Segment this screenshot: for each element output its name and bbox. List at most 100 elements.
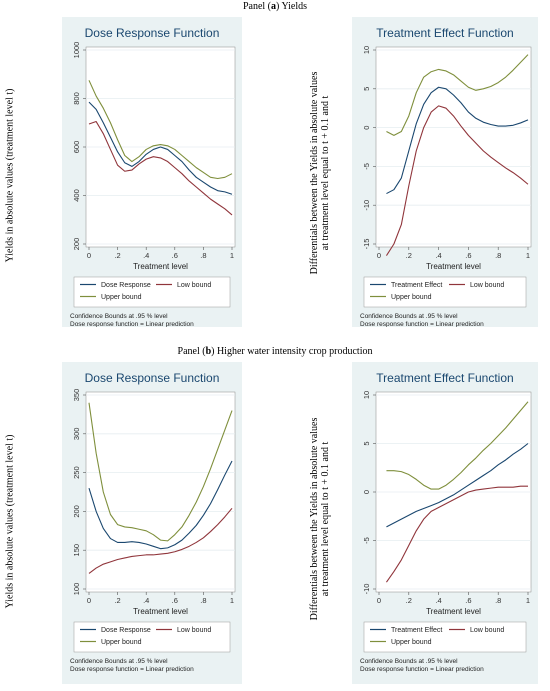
x-tick-label: .6 bbox=[465, 251, 471, 260]
y-tick-label: -10 bbox=[362, 200, 371, 211]
y-tick-label: 5 bbox=[362, 441, 371, 445]
chart-title: Dose Response Function bbox=[85, 26, 220, 40]
series-line-upper-bound bbox=[386, 54, 529, 136]
y-tick-label: -10 bbox=[362, 584, 371, 595]
series-line-main bbox=[386, 443, 529, 528]
y-tick-label: 1000 bbox=[72, 42, 81, 59]
plot-area bbox=[375, 46, 532, 248]
x-tick-label: .4 bbox=[435, 251, 441, 260]
chart-note: Dose response function = Linear predicti… bbox=[70, 666, 194, 673]
panel-a-dose-ylabel: Yields in absolute values (treatment lev… bbox=[5, 66, 16, 286]
x-tick-label: .4 bbox=[143, 596, 149, 605]
panel-a-prefix: Panel ( bbox=[242, 1, 272, 12]
panel-b-prefix: Panel ( bbox=[177, 346, 206, 357]
panel-b-te-ylabel-line2: at treatment level equal to t + 0.1 and … bbox=[320, 441, 331, 597]
chart-svg: Treatment Effect Function -15 -10 -5 0 5 10 0 .2… bbox=[360, 26, 532, 327]
x-tick-label: .8 bbox=[200, 596, 206, 605]
x-axis-title: Treatment level bbox=[426, 607, 481, 616]
x-tick-label: .6 bbox=[465, 596, 471, 605]
chart-note: Dose response function = Linear predicti… bbox=[360, 666, 484, 673]
x-axis-title: Treatment level bbox=[133, 607, 188, 616]
series-line-low-bound bbox=[88, 507, 233, 574]
legend-label-upper-bound: Upper bound bbox=[391, 639, 432, 646]
y-tick-label: 150 bbox=[72, 544, 81, 557]
y-tick-label: 200 bbox=[72, 505, 81, 518]
series-line-main bbox=[88, 460, 233, 550]
panel-a-te-ylabel-line2: at treatment level equal to t + 0.1 and … bbox=[320, 95, 331, 251]
legend-box bbox=[73, 276, 231, 308]
chart-svg: Dose Response Function 100 150 200 250 300 350… bbox=[70, 371, 236, 673]
y-tick-label: 0 bbox=[362, 490, 371, 494]
series-line-main bbox=[386, 86, 529, 195]
x-tick-label: 1 bbox=[230, 251, 234, 260]
y-tick-label: -5 bbox=[362, 537, 371, 544]
legend-label-main: Dose Response bbox=[101, 627, 151, 634]
chart-note: Confidence Bounds at .95 % level bbox=[360, 658, 458, 665]
x-tick-label: 1 bbox=[526, 251, 530, 260]
panel-a-title: Panel (a) Yields bbox=[0, 1, 550, 12]
panel-b-dose-ylabel-text: Yields in absolute values (treatment lev… bbox=[4, 434, 16, 609]
legend-label-upper-bound: Upper bound bbox=[391, 294, 432, 301]
legend-label-main: Treatment Effect bbox=[391, 627, 442, 634]
y-tick-label: 250 bbox=[72, 466, 81, 479]
panel-a-suffix: ) Yields bbox=[276, 1, 308, 12]
x-tick-label: .2 bbox=[114, 251, 120, 260]
legend-label-upper-bound: Upper bound bbox=[101, 639, 142, 646]
legend-label-low-bound: Low bound bbox=[470, 282, 504, 289]
panel-a-dose-ylabel-text: Yields in absolute values (treatment lev… bbox=[4, 88, 16, 263]
panel-b-te-ylabel-line1: Differentials between the Yields in abso… bbox=[309, 417, 320, 621]
series-line-low-bound bbox=[88, 120, 233, 216]
x-tick-label: .4 bbox=[435, 596, 441, 605]
y-tick-label: 200 bbox=[72, 238, 81, 251]
x-tick-label: .4 bbox=[143, 251, 149, 260]
panel-b-suffix: ) Higher water intensity crop production bbox=[211, 346, 373, 357]
chart-note: Confidence Bounds at .95 % level bbox=[70, 313, 168, 320]
chart-b-treatment-effect: Treatment Effect Function -10 -5 0 5 10 0 .2 .4.… bbox=[352, 362, 538, 684]
x-tick-label: .2 bbox=[406, 251, 412, 260]
series-line-upper-bound bbox=[386, 401, 529, 490]
series-line-upper-bound bbox=[88, 80, 233, 180]
legend-box bbox=[363, 621, 527, 653]
legend-label-low-bound: Low bound bbox=[470, 627, 504, 634]
legend-label-main: Treatment Effect bbox=[391, 282, 442, 289]
y-tick-label: -5 bbox=[362, 163, 371, 170]
x-tick-label: 1 bbox=[526, 596, 530, 605]
legend-box bbox=[363, 276, 527, 308]
x-tick-label: .8 bbox=[495, 596, 501, 605]
series-line-low-bound bbox=[385, 105, 529, 256]
y-tick-label: 10 bbox=[362, 391, 371, 399]
y-tick-label: -15 bbox=[362, 239, 371, 250]
x-tick-label: 0 bbox=[377, 596, 381, 605]
panel-b-title: Panel (b) Higher water intensity crop pr… bbox=[0, 346, 550, 357]
legend-label-main: Dose Response bbox=[101, 282, 151, 289]
panel-a-letter: a bbox=[271, 1, 277, 12]
x-tick-label: 0 bbox=[87, 596, 91, 605]
y-tick-label: 300 bbox=[72, 428, 81, 441]
panel-b-te-ylabel: Differentials between the Yields in abso… bbox=[309, 399, 331, 639]
y-tick-label: 100 bbox=[72, 583, 81, 596]
chart-title: Dose Response Function bbox=[85, 371, 220, 385]
chart-b-dose-response: Dose Response Function 100 150 200 250 300 350… bbox=[62, 362, 242, 684]
x-axis-title: Treatment level bbox=[133, 262, 188, 271]
x-tick-label: .6 bbox=[172, 596, 178, 605]
y-tick-label: 600 bbox=[72, 141, 81, 154]
chart-note: Confidence Bounds at .95 % level bbox=[70, 658, 168, 665]
panel-a-te-ylabel: Differentials between the Yields in abso… bbox=[309, 53, 331, 293]
chart-svg: Dose Response Function 200 400 600 800 1000 0.… bbox=[70, 26, 236, 327]
y-tick-label: 10 bbox=[362, 46, 371, 54]
x-axis-title: Treatment level bbox=[426, 262, 481, 271]
chart-note: Dose response function = Linear predicti… bbox=[70, 321, 194, 327]
plot-area bbox=[85, 391, 236, 593]
x-tick-label: .8 bbox=[495, 251, 501, 260]
legend-box bbox=[73, 621, 231, 653]
series-line-upper-bound bbox=[88, 402, 233, 542]
panel-a-te-ylabel-line1: Differentials between the Yields in abso… bbox=[309, 71, 320, 275]
y-tick-label: 400 bbox=[72, 189, 81, 202]
legend-label-low-bound: Low bound bbox=[177, 282, 211, 289]
x-tick-label: 0 bbox=[87, 251, 91, 260]
chart-title: Treatment Effect Function bbox=[376, 371, 513, 385]
chart-note: Confidence Bounds at .95 % level bbox=[360, 313, 458, 320]
legend-label-upper-bound: Upper bound bbox=[101, 294, 142, 301]
x-tick-label: .2 bbox=[406, 596, 412, 605]
series-line-low-bound bbox=[385, 485, 528, 583]
